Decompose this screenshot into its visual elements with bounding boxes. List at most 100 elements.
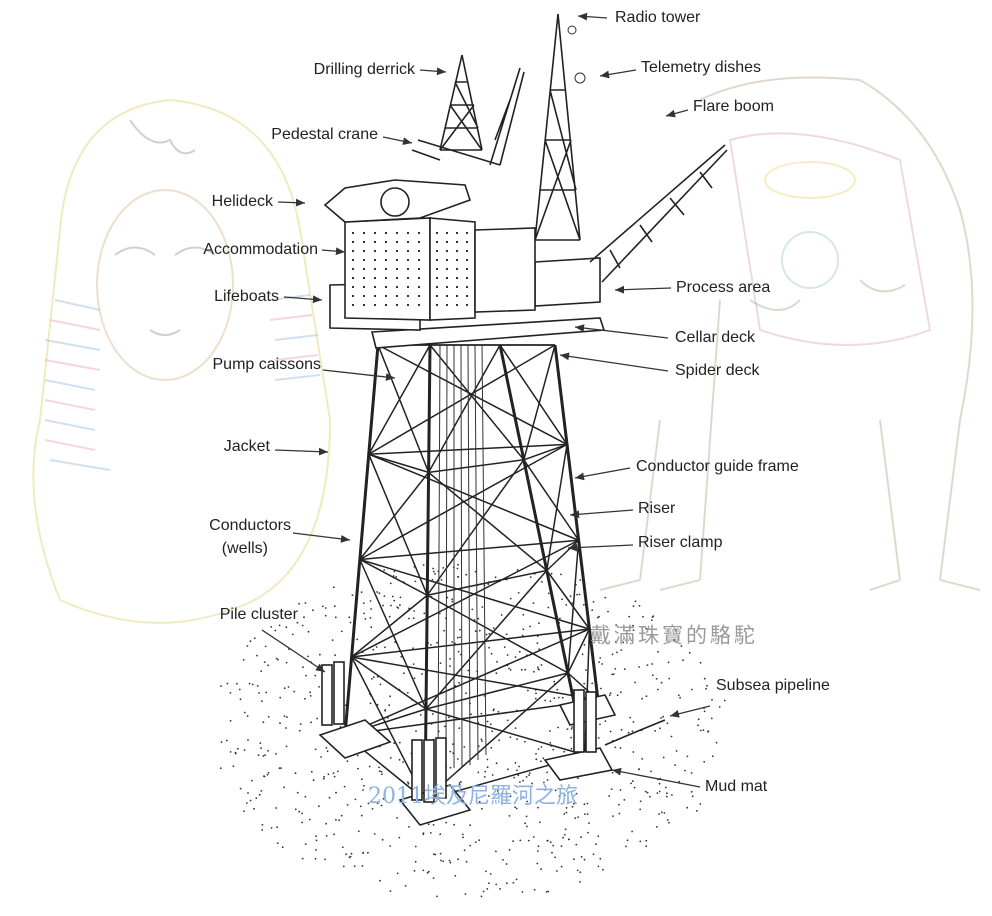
seabed-dot: [457, 758, 459, 760]
seabed-dot: [691, 791, 693, 793]
seabed-dot: [260, 790, 262, 792]
seabed-dot: [247, 645, 249, 647]
seabed-dot: [674, 764, 676, 766]
seabed-dot: [540, 868, 542, 870]
window: [352, 241, 354, 243]
seabed-dot: [436, 642, 438, 644]
window: [385, 259, 387, 261]
seabed-dot: [571, 726, 573, 728]
seabed-dot: [341, 815, 343, 817]
seabed-dot: [656, 678, 658, 680]
seabed-dot: [370, 608, 372, 610]
callout-arrow: [578, 16, 607, 18]
window: [363, 259, 365, 261]
seabed-dot: [667, 722, 669, 724]
seabed-dot: [423, 832, 425, 834]
seabed-dot: [251, 780, 253, 782]
window: [446, 304, 448, 306]
seabed-dot: [524, 822, 526, 824]
seabed-dot: [361, 815, 363, 817]
seabed-dot: [491, 653, 493, 655]
seabed-dot: [408, 826, 410, 828]
diagram: Radio towerDrilling derrickTelemetry dis…: [0, 0, 992, 916]
window: [363, 286, 365, 288]
seabed-dot: [524, 741, 526, 743]
seabed-dot: [611, 674, 613, 676]
seabed-dot: [457, 576, 459, 578]
seabed-dot: [628, 732, 630, 734]
seabed-dot: [398, 837, 400, 839]
seabed-dot: [618, 804, 620, 806]
seabed-dot: [279, 697, 281, 699]
seabed-dot: [527, 690, 529, 692]
background-sketch: [33, 78, 980, 623]
seabed-dot: [283, 786, 285, 788]
window: [466, 286, 468, 288]
seabed-dot: [659, 783, 661, 785]
seabed-dot: [439, 833, 441, 835]
seabed-dot: [581, 856, 583, 858]
seabed-dot: [262, 824, 264, 826]
seabed-dot: [413, 663, 415, 665]
seabed-dot: [493, 627, 495, 629]
seabed-dot: [521, 669, 523, 671]
seabed-dot: [597, 835, 599, 837]
seabed-dot: [583, 683, 585, 685]
seabed-dot: [620, 789, 622, 791]
seabed-dot: [535, 758, 537, 760]
seabed-dot: [599, 657, 601, 659]
window: [407, 277, 409, 279]
seabed-dot: [243, 659, 245, 661]
seabed-dot: [475, 630, 477, 632]
seabed-dot: [571, 728, 573, 730]
callout-label: Subsea pipeline: [716, 677, 830, 694]
seabed-dot: [414, 870, 416, 872]
seabed-dot: [265, 692, 267, 694]
seabed-dot: [504, 646, 506, 648]
seabed-dot: [361, 591, 363, 593]
window: [352, 295, 354, 297]
seabed-dot: [277, 842, 279, 844]
seabed-dot: [584, 803, 586, 805]
seabed-dot: [249, 683, 251, 685]
seabed-dot: [457, 637, 459, 639]
seabed-dot: [239, 689, 241, 691]
seabed-dot: [460, 781, 462, 783]
seabed-dot: [577, 816, 579, 818]
seabed-dot: [367, 852, 369, 854]
jacket-brace: [352, 595, 428, 657]
window: [418, 286, 420, 288]
seabed-dot: [579, 579, 581, 581]
callout-arrow: [293, 533, 350, 540]
seabed-dot: [357, 768, 359, 770]
seabed-dot: [583, 604, 585, 606]
window: [407, 241, 409, 243]
seabed-dot: [584, 813, 586, 815]
seabed-dot: [458, 651, 460, 653]
seabed-dot: [363, 785, 365, 787]
seabed-dot: [488, 882, 490, 884]
seabed-dot: [562, 837, 564, 839]
seabed-dot: [595, 843, 597, 845]
seabed-dot: [662, 716, 664, 718]
seabed-dot: [390, 757, 392, 759]
seabed-dot: [579, 881, 581, 883]
seabed-dot: [507, 654, 509, 656]
seabed-dot: [318, 686, 320, 688]
seabed-dot: [641, 698, 643, 700]
seabed-dot: [393, 600, 395, 602]
window: [396, 250, 398, 252]
window: [363, 304, 365, 306]
seabed-dot: [657, 792, 659, 794]
seabed-dot: [620, 747, 622, 749]
seabed-dot: [323, 776, 325, 778]
seabed-dot: [362, 865, 364, 867]
seabed-dot: [641, 758, 643, 760]
seabed-dot: [244, 749, 246, 751]
seabed-dot: [623, 799, 625, 801]
seabed-dot: [469, 845, 471, 847]
seabed-dot: [604, 597, 606, 599]
seabed-dot: [463, 746, 465, 748]
seabed-dot: [580, 836, 582, 838]
seabed-dot: [252, 684, 254, 686]
